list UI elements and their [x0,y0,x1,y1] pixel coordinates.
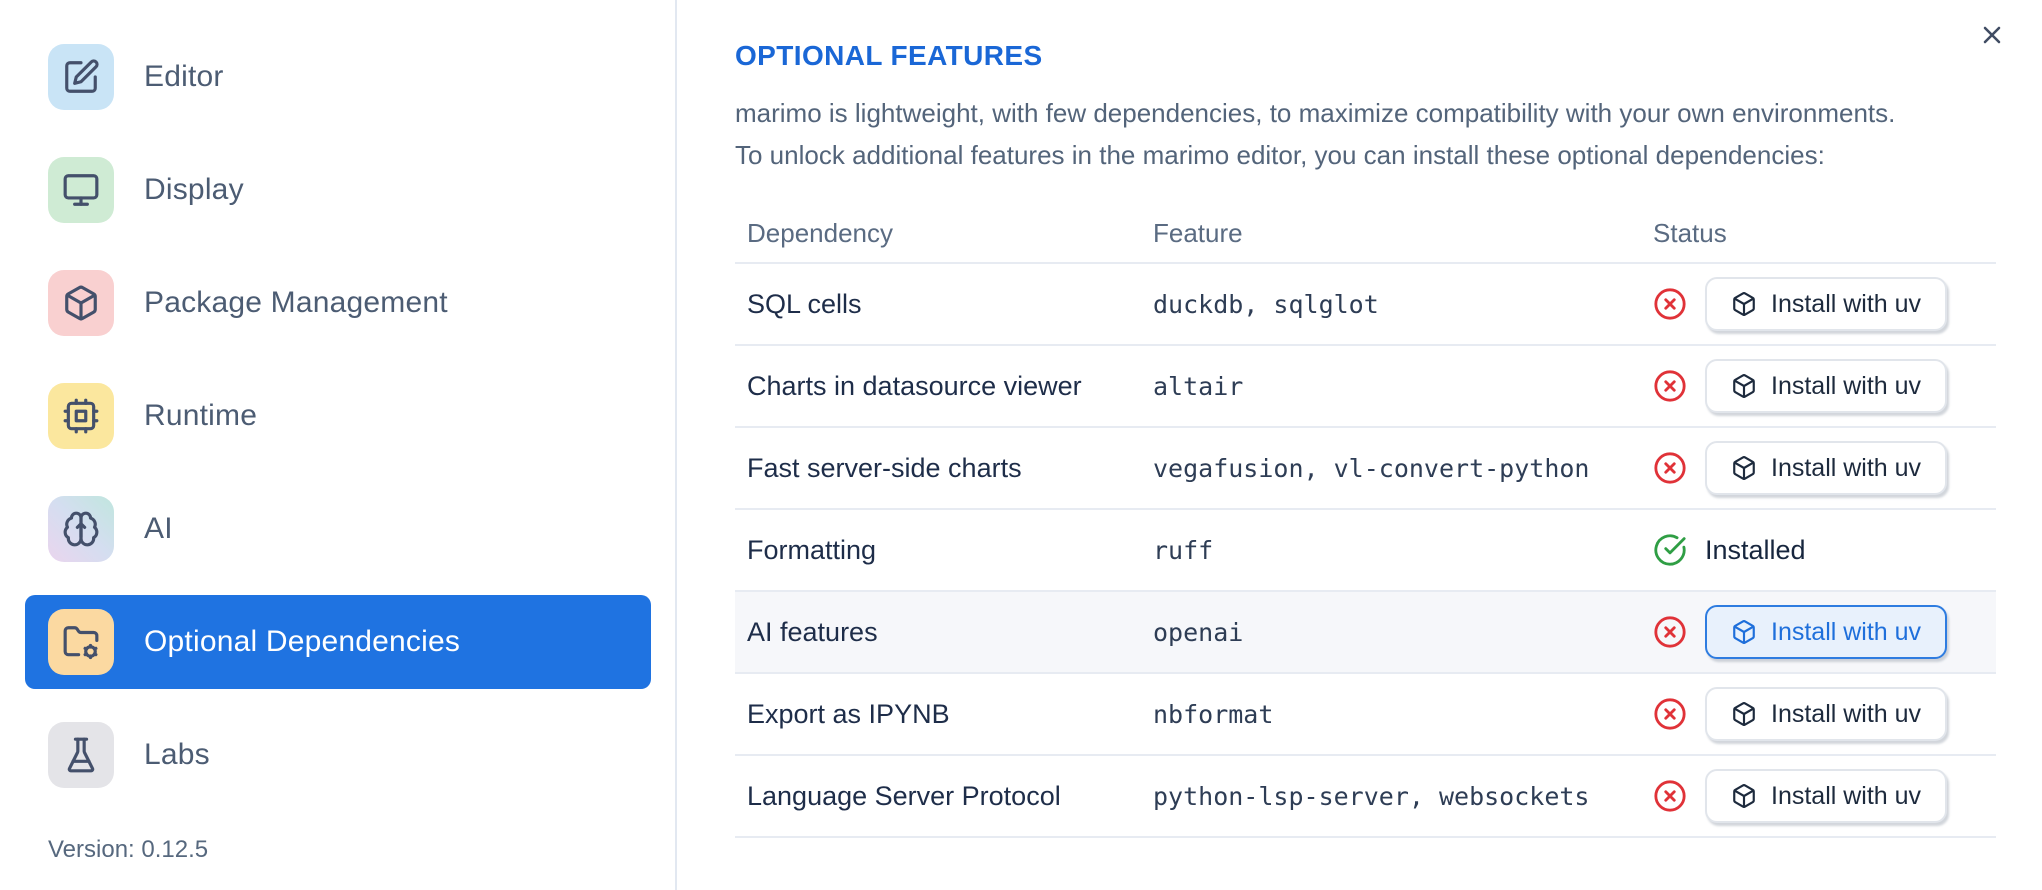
optional-features-panel: OPTIONAL FEATURES marimo is lightweight,… [679,0,2042,890]
sidebar-item-label: Editor [144,60,224,93]
circle-x-icon [1654,698,1686,730]
install-with-uv-button[interactable]: Install with uv [1705,605,1948,659]
package-icon [1733,620,1755,644]
package-icon [48,270,114,336]
column-header-status: Status [1653,217,1727,248]
status-cell: Install with uv [1641,605,1996,659]
package-icon [1733,292,1755,316]
dependency-cell: Export as IPYNB [747,698,950,729]
status-cell: Install with uv [1641,441,1996,495]
install-with-uv-button[interactable]: Install with uv [1705,359,1948,413]
package-icon [1733,702,1755,726]
package-icon [1733,374,1755,398]
table-row: Charts in datasource viewer altair Insta… [735,346,1996,428]
monitor-icon [48,157,114,223]
sidebar-item-ai[interactable]: AI [25,482,651,576]
dependency-cell: Formatting [747,534,877,565]
close-button[interactable] [1972,16,2012,56]
sidebar-item-label: Package Management [144,286,448,319]
table-row: Fast server-side charts vegafusion, vl-c… [735,428,1996,510]
sidebar-item-labs[interactable]: Labs [25,708,651,802]
status-cell: Installed [1641,533,1996,567]
install-button-label: Install with uv [1771,699,1922,728]
dependency-cell: Charts in datasource viewer [747,370,1082,401]
sidebar-item-optional-dependencies[interactable]: Optional Dependencies [25,595,651,689]
package-icon [1733,784,1755,808]
sidebar-item-package-management[interactable]: Package Management [25,256,651,350]
install-button-label: Install with uv [1771,453,1922,482]
install-button-label: Install with uv [1771,781,1922,810]
sidebar-item-label: Optional Dependencies [144,625,461,658]
sidebar-item-runtime[interactable]: Runtime [25,369,651,463]
settings-sidebar: Editor Display Package Management [0,0,677,890]
description-line: To unlock additional features in the mar… [735,140,1825,170]
feature-cell: duckdb, sqlglot [1153,289,1379,319]
status-cell: Install with uv [1641,769,1996,823]
table-row: Formatting ruff Installed [735,510,1996,592]
description-line: marimo is lightweight, with few dependen… [735,98,1896,128]
sidebar-item-label: Labs [144,738,210,771]
status-cell: Install with uv [1641,687,1996,741]
circle-check-icon [1654,534,1686,566]
sidebar-item-display[interactable]: Display [25,143,651,237]
sidebar-item-editor[interactable]: Editor [25,30,651,124]
install-button-label: Install with uv [1771,371,1922,400]
feature-cell: altair [1153,371,1244,401]
status-cell: Install with uv [1641,359,1996,413]
cpu-icon [48,383,114,449]
sidebar-item-label: Display [144,173,244,206]
table-row: Export as IPYNB nbformat Install with uv [735,674,1996,756]
install-with-uv-button[interactable]: Install with uv [1705,687,1948,741]
package-icon [1733,456,1755,480]
column-header-feature: Feature [1153,217,1243,248]
install-button-label: Install with uv [1771,617,1922,646]
column-header-dependency: Dependency [747,217,893,248]
install-button-label: Install with uv [1771,289,1922,318]
dependencies-table: Dependency Feature Status SQL cells duck… [735,204,1996,838]
dependency-cell: Language Server Protocol [747,780,1061,811]
table-row: SQL cells duckdb, sqlglot Install with u… [735,264,1996,346]
installed-status-label: Installed [1705,534,1806,565]
flask-icon [48,722,114,788]
circle-x-icon [1654,370,1686,402]
install-with-uv-button[interactable]: Install with uv [1705,441,1948,495]
dependency-cell: Fast server-side charts [747,452,1022,483]
panel-description: marimo is lightweight, with few dependen… [735,92,1996,176]
feature-cell: openai [1153,617,1244,647]
circle-x-icon [1654,616,1686,648]
table-row: AI features openai Install with uv [735,592,1996,674]
feature-cell: ruff [1153,535,1214,565]
sidebar-item-label: AI [144,512,173,545]
page-title: OPTIONAL FEATURES [735,40,1043,71]
dependency-cell: AI features [747,616,878,647]
table-row: Language Server Protocol python-lsp-serv… [735,756,1996,838]
brain-icon [48,496,114,562]
table-header-row: Dependency Feature Status [735,204,1996,264]
circle-x-icon [1654,288,1686,320]
x-icon [1978,21,2006,52]
install-with-uv-button[interactable]: Install with uv [1705,277,1948,331]
status-cell: Install with uv [1641,277,1996,331]
install-with-uv-button[interactable]: Install with uv [1705,769,1948,823]
square-pen-icon [48,44,114,110]
feature-cell: vegafusion, vl-convert-python [1153,453,1590,483]
version-label: Version: 0.12.5 [48,836,209,863]
sidebar-item-label: Runtime [144,399,258,432]
circle-x-icon [1654,452,1686,484]
feature-cell: nbformat [1153,699,1274,729]
circle-x-icon [1654,780,1686,812]
feature-cell: python-lsp-server, websockets [1153,781,1590,811]
dependency-cell: SQL cells [747,288,862,319]
folder-cog-icon [48,609,114,675]
